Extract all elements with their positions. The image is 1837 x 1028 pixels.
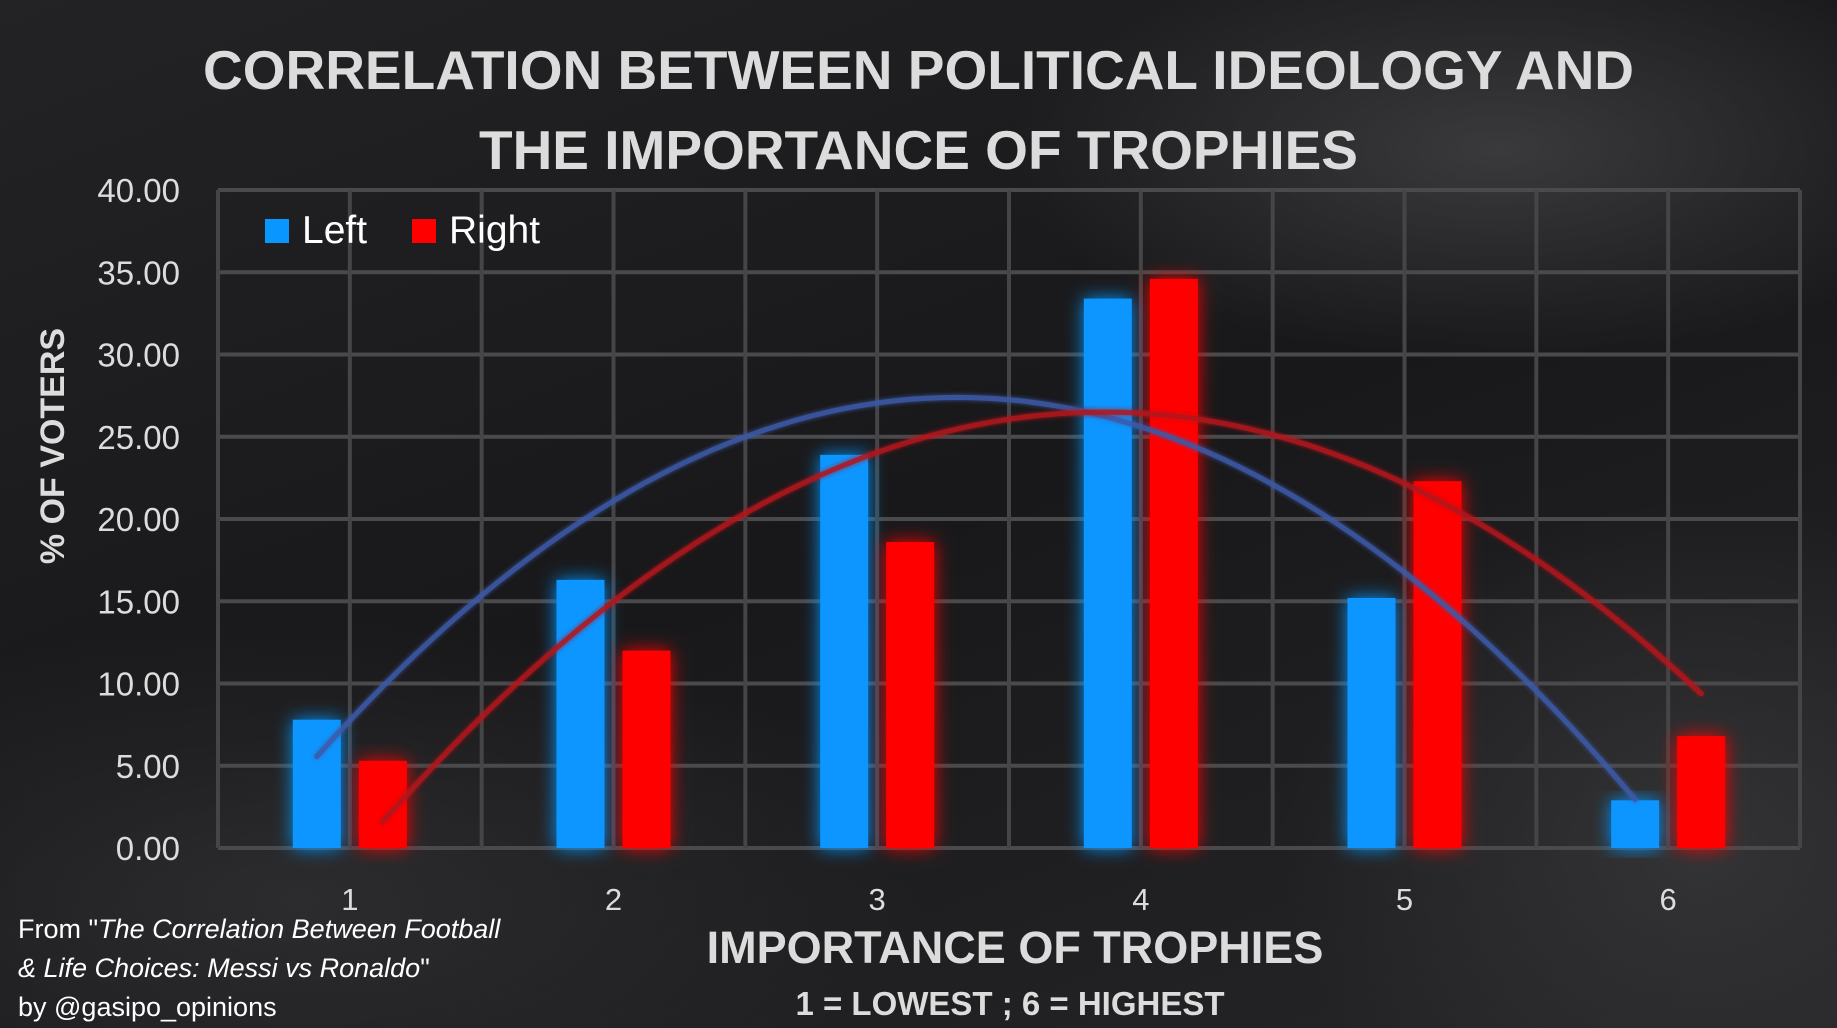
bar-left-4 [1083, 298, 1132, 848]
y-axis-label: % OF VOTERS [34, 328, 72, 564]
trendline-left [314, 394, 1638, 803]
bar-left-5 [1347, 597, 1396, 848]
source-credit: From "The Correlation Between Football &… [18, 910, 500, 1027]
trendlines [314, 394, 1704, 825]
y-tick-label: 20.00 [97, 501, 180, 538]
legend: Left Right [265, 209, 540, 252]
source-title-part-1: The Correlation Between Football [98, 914, 501, 944]
x-tick-label: 6 [1660, 882, 1677, 917]
source-suffix: " [420, 953, 430, 983]
source-prefix: From " [18, 914, 99, 944]
bar-right-6 [1677, 736, 1726, 848]
bar-left-3 [820, 454, 869, 848]
source-line-2: & Life Choices: Messi vs Ronaldo" [18, 949, 500, 988]
x-tick-label: 1 [341, 882, 358, 917]
y-tick-label: 25.00 [97, 419, 180, 456]
bar-right-4 [1149, 278, 1198, 849]
legend-swatch-left [265, 219, 289, 243]
y-tick-label: 30.00 [97, 337, 180, 374]
legend-label-right: Right [449, 209, 540, 252]
trendline-right [380, 409, 1704, 825]
x-tick-label: 3 [869, 882, 886, 917]
source-line-3: by @gasipo_opinions [18, 992, 277, 1022]
y-tick-label: 35.00 [97, 254, 180, 291]
source-title-part-2: & Life Choices: Messi vs Ronaldo [18, 953, 421, 983]
chart-title-line-2: THE IMPORTANCE OF TROPHIES [478, 119, 1358, 181]
chart-title-line-1: CORRELATION BETWEEN POLITICAL IDEOLOGY A… [202, 39, 1635, 101]
x-tick-label: 5 [1396, 882, 1413, 917]
y-tick-label: 15.00 [97, 583, 180, 620]
bars [292, 278, 1726, 849]
bar-right-2 [622, 650, 671, 848]
bar-right-3 [886, 542, 935, 848]
y-tick-label: 40.00 [97, 172, 180, 209]
gridlines [216, 188, 1802, 850]
source-line-1: From "The Correlation Between Football [18, 910, 500, 949]
bar-left-2 [556, 579, 605, 848]
y-tick-label: 0.00 [116, 830, 180, 867]
x-tick-label: 4 [1132, 882, 1149, 917]
x-axis-scale-note: 1 = LOWEST ; 6 = HIGHEST [795, 985, 1224, 1022]
legend-swatch-right [412, 219, 436, 243]
bar-left-6 [1611, 800, 1660, 848]
legend-label-left: Left [302, 209, 367, 252]
y-tick-label: 5.00 [116, 748, 180, 785]
y-tick-label: 10.00 [97, 666, 180, 703]
bar-right-5 [1413, 481, 1462, 848]
x-axis-tick-labels: 1 2 3 4 5 6 [341, 882, 1677, 917]
x-axis-label: IMPORTANCE OF TROPHIES [707, 922, 1324, 973]
y-axis-tick-labels: 0.00 5.00 10.00 15.00 20.00 25.00 30.00 35.00 40… [97, 172, 180, 867]
x-tick-label: 2 [605, 882, 622, 917]
